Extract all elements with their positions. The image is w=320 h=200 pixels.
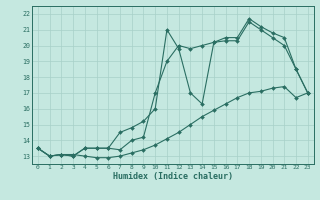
X-axis label: Humidex (Indice chaleur): Humidex (Indice chaleur) xyxy=(113,172,233,181)
